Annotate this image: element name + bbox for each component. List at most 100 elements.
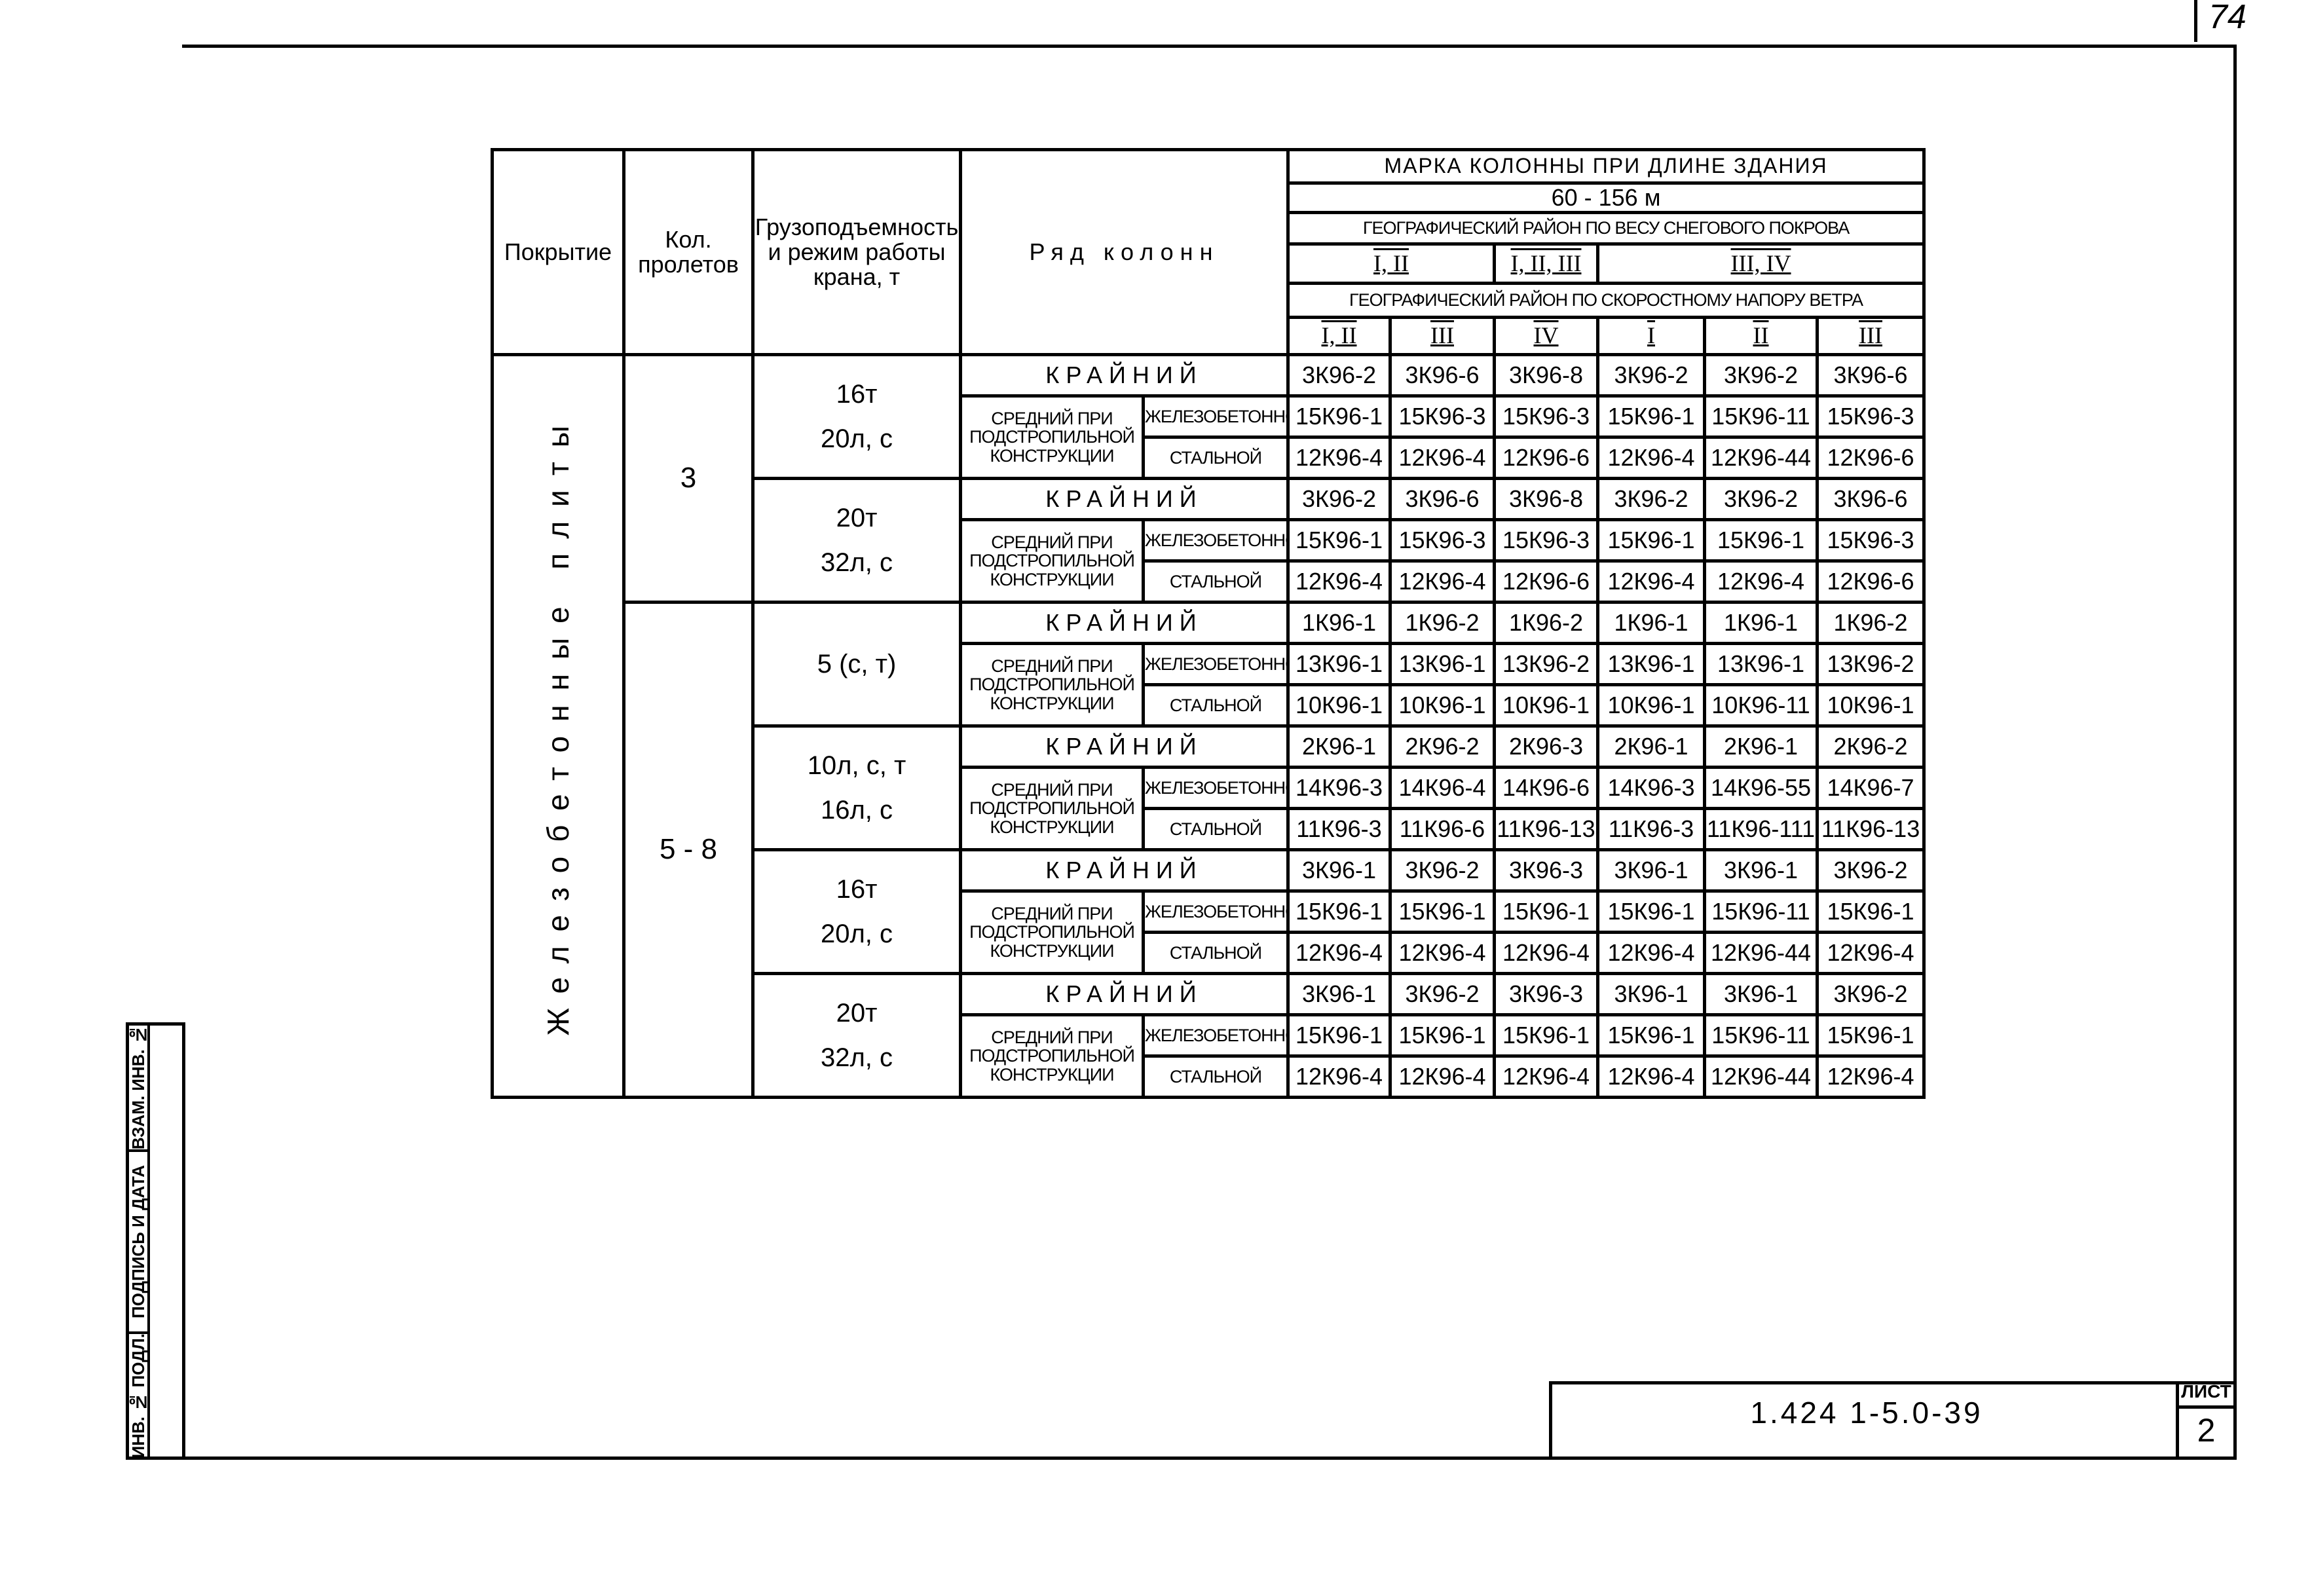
table-row: 20т 32л, с КРАЙНИЙ 3К96-2 3К96-6 3К96-8 3К96-2… [493, 477, 1926, 604]
column-mark-cell: 15К96-1 [1596, 394, 1706, 439]
sheet-number: 2 [2197, 1412, 2216, 1449]
sheet-label: ЛИСТ [2176, 1381, 2237, 1409]
column-mark-cell: 12К96-4 [1493, 1054, 1599, 1099]
header-wind-group: III [1815, 316, 1926, 356]
column-mark-cell: 3К96-2 [1596, 353, 1706, 398]
table-row: I, II I, II, III III, IV [493, 242, 1926, 285]
table-row: СТАЛЬНОЙ 12К96-4 12К96-4 12К96-4 12К96-4 12К9… [493, 931, 1926, 975]
header-crane: Грузоподъемность и режим работы крана, т [751, 148, 962, 356]
row-middle-label: СРЕДНИЙ ПРИ ПОДСТРОПИЛЬНОЙ КОНСТРУКЦИИ [959, 766, 1145, 851]
column-mark-cell: 11К96-3 [1596, 807, 1706, 851]
spans-value: 3 [622, 353, 755, 604]
spans-value: 5 - 8 [622, 601, 755, 1099]
table-row: 20т 32л, с КРАЙНИЙ 3К96-1 3К96-2 3К96-3 3К96-1… [493, 972, 1926, 1099]
column-mark-cell: 2К96-1 [1703, 724, 1819, 769]
column-mark-cell: 10К96-1 [1596, 683, 1706, 728]
column-mark-cell: 12К96-4 [1815, 1054, 1926, 1099]
crane-value: 16т 20л, с [751, 353, 962, 480]
page-number: 74 [2209, 0, 2247, 36]
column-mark-cell: 12К96-4 [1389, 436, 1496, 480]
table-row: I, II III IV I II III [493, 316, 1926, 356]
column-mark-cell: 12К96-44 [1703, 931, 1819, 975]
column-mark-cell: 14К96-7 [1815, 766, 1926, 810]
column-mark-cell: 12К96-6 [1815, 436, 1926, 480]
table-row: ГЕОГРАФИЧЕСКИЙ РАЙОН ПО СКОРОСТНОМУ НАПО… [493, 282, 1926, 319]
table-row: Железобетонные плиты 3 16т 20л, с КРАЙНИЙ 3К9… [491, 353, 1926, 1099]
crane-value: 10л, с, т 16л, с [751, 724, 962, 851]
column-mark-cell: 12К96-4 [1286, 436, 1392, 480]
column-mark-cell: 15К96-3 [1493, 518, 1599, 563]
column-mark-cell: 13К96-1 [1286, 642, 1392, 686]
table-row: СРЕДНИЙ ПРИ ПОДСТРОПИЛЬНОЙ КОНСТРУКЦИИ ЖЕ… [493, 766, 1926, 851]
crane-line: 20т [836, 999, 878, 1028]
table-row: 10л, с, т 16л, с КРАЙНИЙ 2К96-1 2К96-2 2К96-3… [493, 724, 1926, 851]
drawing-frame [182, 45, 2237, 1460]
column-mark-cell: 14К96-4 [1389, 766, 1496, 810]
column-mark-cell: 3К96-2 [1703, 477, 1819, 521]
column-mark-cell: 3К96-1 [1703, 972, 1819, 1016]
stamp-original-inv-cell: ИНВ. № ПОДЛ. [128, 1333, 150, 1458]
column-mark-cell: 15К96-3 [1389, 394, 1496, 439]
row-edge-label: КРАЙНИЙ [959, 724, 1290, 769]
crane-line: 20т [836, 504, 878, 532]
table-row: СТАЛЬНОЙ 12К96-4 12К96-4 12К96-6 12К96-4 12К9… [493, 436, 1926, 480]
column-mark-cell: 3К96-1 [1286, 972, 1392, 1016]
column-mark-cell: 13К96-2 [1493, 642, 1599, 686]
table-row: СРЕДНИЙ ПРИ ПОДСТРОПИЛЬНОЙ КОНСТРУКЦИИ ЖЕ… [493, 889, 1926, 975]
column-mark-cell: 3К96-1 [1596, 848, 1706, 893]
row-edge-label: КРАЙНИЙ [959, 601, 1290, 645]
column-mark-cell: 1К96-1 [1703, 601, 1819, 645]
column-mark-cell: 15К96-3 [1815, 394, 1926, 439]
column-mark-cell: 3К96-2 [1286, 477, 1392, 521]
column-mark-cell: 12К96-6 [1493, 559, 1599, 604]
column-mark-cell: 15К96-1 [1815, 1013, 1926, 1058]
crane-line: 20л, с [820, 424, 893, 453]
column-mark-cell: 15К96-1 [1596, 518, 1706, 563]
crane-value: 16т 20л, с [751, 848, 962, 975]
column-mark-cell: 3К96-2 [1815, 972, 1926, 1016]
stamp-original-inv: ИНВ. № ПОДЛ. [128, 1333, 148, 1458]
crane-line: 16л, с [820, 796, 893, 825]
crane-value: 20т 32л, с [751, 477, 962, 604]
column-mark-cell: 14К96-55 [1703, 766, 1819, 810]
column-mark-cell: 15К96-11 [1703, 1013, 1819, 1058]
column-mark-cell: 15К96-1 [1286, 889, 1392, 934]
column-mark-cell: 12К96-4 [1389, 1054, 1496, 1099]
column-mark-cell: 2К96-2 [1815, 724, 1926, 769]
column-mark-cell: 2К96-1 [1596, 724, 1706, 769]
crane-line: 32л, с [820, 1043, 893, 1072]
column-mark-cell: 3К96-3 [1493, 972, 1599, 1016]
column-mark-cell: 15К96-11 [1703, 889, 1819, 934]
row-middle-label: СРЕДНИЙ ПРИ ПОДСТРОПИЛЬНОЙ КОНСТРУКЦИИ [959, 642, 1145, 728]
table-row: 60 - 156 м [493, 181, 1926, 214]
column-mark-cell: 11К96-111 [1703, 807, 1819, 851]
page-number-divider [2194, 0, 2197, 42]
row-rc-label: ЖЕЛЕЗОБЕТОННОЙ [1142, 394, 1290, 439]
column-mark-cell: 3К96-1 [1703, 848, 1819, 893]
column-mark-cell: 11К96-13 [1815, 807, 1926, 851]
row-steel-label: СТАЛЬНОЙ [1142, 559, 1290, 604]
column-mark-cell: 2К96-1 [1286, 724, 1392, 769]
column-mark-cell: 3К96-3 [1493, 848, 1599, 893]
row-rc-label: ЖЕЛЕЗОБЕТОННОЙ [1142, 642, 1290, 686]
header-wind-group: II [1703, 316, 1819, 356]
crane-line: 16т [836, 380, 878, 409]
header-wind-group: III [1389, 316, 1496, 356]
column-mark-cell: 12К96-4 [1596, 1054, 1706, 1099]
column-mark-cell: 12К96-4 [1596, 559, 1706, 604]
column-mark-cell: 15К96-1 [1703, 518, 1819, 563]
column-mark-cell: 15К96-11 [1703, 394, 1819, 439]
column-mark-cell: 3К96-2 [1703, 353, 1819, 398]
column-mark-cell: 15К96-3 [1815, 518, 1926, 563]
row-middle-label: СРЕДНИЙ ПРИ ПОДСТРОПИЛЬНОЙ КОНСТРУКЦИИ [959, 889, 1145, 975]
row-edge-label: КРАЙНИЙ [959, 848, 1290, 893]
table-row: СРЕДНИЙ ПРИ ПОДСТРОПИЛЬНОЙ КОНСТРУКЦИИ ЖЕ… [493, 1013, 1926, 1099]
column-mark-cell: 10К96-1 [1815, 683, 1926, 728]
column-mark-cell: 11К96-3 [1286, 807, 1392, 851]
sheet-box [2176, 1381, 2237, 1460]
table-row: 16т 20л, с КРАЙНИЙ 3К96-1 3К96-2 3К96-3 3К96-1… [493, 848, 1926, 975]
stamp-signature-date: ПОДПИСЬ И ДАТА [128, 1164, 148, 1319]
stamp-signature-date-cell: ПОДПИСЬ И ДАТА [128, 1152, 150, 1334]
column-mark-cell: 12К96-4 [1815, 931, 1926, 975]
